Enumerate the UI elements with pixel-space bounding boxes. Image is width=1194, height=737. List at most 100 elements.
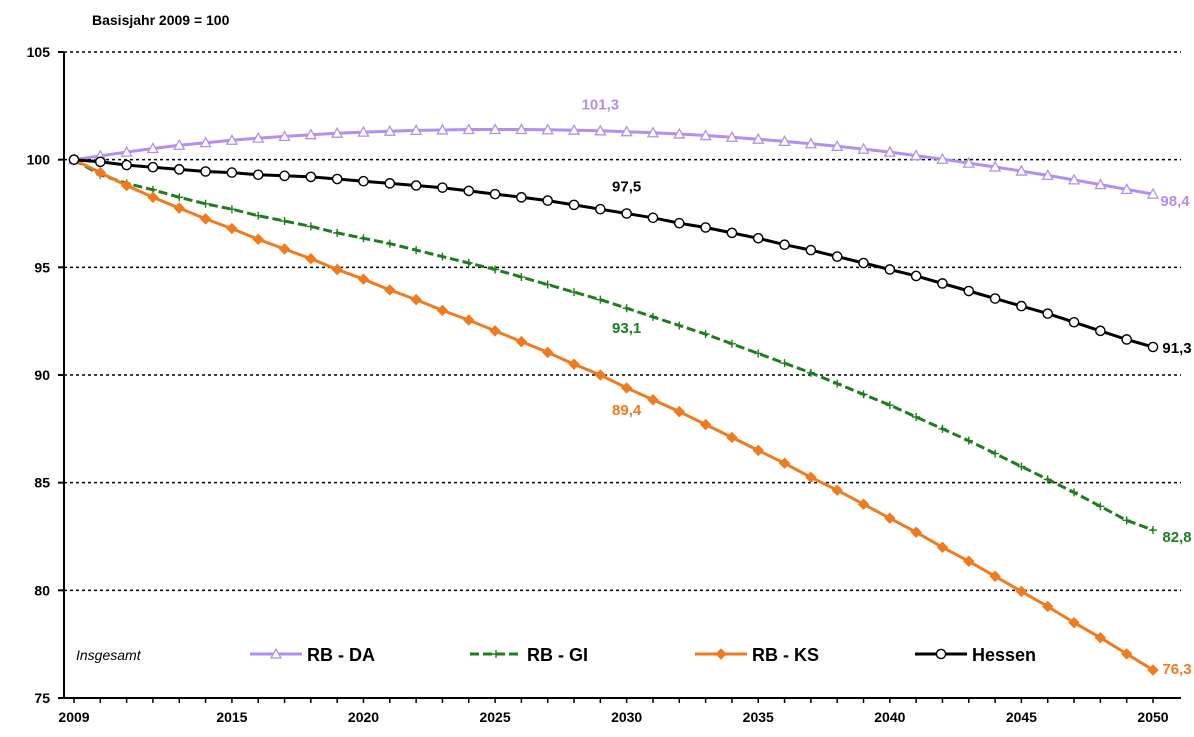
data-point <box>806 368 815 377</box>
data-point <box>726 227 738 239</box>
data-point <box>412 246 421 255</box>
data-point <box>280 217 289 226</box>
x-tick-label-2040: 2040 <box>874 709 905 725</box>
data-point <box>594 369 607 381</box>
data-point <box>1120 648 1133 660</box>
gridlines <box>64 51 1181 592</box>
data-point <box>385 239 394 248</box>
data-point <box>331 263 343 276</box>
data-point <box>622 304 631 313</box>
data-point <box>884 264 896 275</box>
data-label-91,3: 91,3 <box>1162 340 1191 357</box>
data-point <box>278 243 291 255</box>
data-point <box>1068 616 1080 629</box>
data-labels: 101,3 98,4 97,5 91,3 93,1 82,8 89,4 76,3 <box>582 97 1192 678</box>
data-point <box>859 390 868 399</box>
x-tick-label-2020: 2020 <box>348 709 379 725</box>
data-point <box>647 212 659 224</box>
data-point <box>252 233 264 246</box>
x-tick-label-2030: 2030 <box>611 709 642 725</box>
data-point <box>410 293 422 306</box>
data-point <box>541 123 554 135</box>
data-point <box>989 293 1001 304</box>
data-point <box>120 145 133 157</box>
data-point <box>384 284 396 296</box>
legend-swatch-marker <box>935 648 947 660</box>
x-tick-label-2009: 2009 <box>58 709 89 725</box>
data-point <box>120 179 133 192</box>
data-point <box>200 166 211 177</box>
y-tick-label-80: 80 <box>34 582 50 598</box>
data-point <box>831 484 843 496</box>
data-point <box>1042 600 1054 613</box>
data-point <box>779 239 790 251</box>
data-point <box>725 130 739 142</box>
data-point <box>568 199 580 211</box>
y-tick-label-90: 90 <box>34 367 50 383</box>
data-point <box>700 222 711 233</box>
y-tick-label-105: 105 <box>27 44 51 60</box>
data-point <box>175 193 184 202</box>
data-point <box>964 436 973 445</box>
data-point <box>306 222 315 231</box>
data-point <box>754 349 763 358</box>
data-point <box>937 278 948 289</box>
data-point <box>121 159 132 171</box>
data-point <box>912 412 921 421</box>
data-point <box>252 131 265 143</box>
data-point <box>146 142 160 154</box>
data-point <box>1096 502 1105 511</box>
data-point <box>331 126 344 138</box>
data-point <box>147 191 159 204</box>
data-point <box>1149 526 1157 535</box>
data-point <box>1016 300 1027 312</box>
data-point <box>462 123 475 135</box>
series-rb-da <box>67 123 1160 199</box>
data-point <box>358 175 369 187</box>
data-point <box>278 130 291 142</box>
data-point <box>516 192 527 203</box>
data-point <box>833 379 842 388</box>
data-point <box>621 208 632 219</box>
data-point <box>596 295 605 304</box>
data-point <box>778 135 791 147</box>
data-point <box>227 205 236 214</box>
data-point <box>831 251 843 262</box>
data-point <box>489 188 501 200</box>
legend-label: RB - KS <box>752 645 819 665</box>
data-point <box>1015 585 1028 598</box>
data-point <box>991 449 1000 458</box>
data-point <box>491 265 500 274</box>
legend-swatch-marker <box>492 650 500 658</box>
data-point <box>727 339 736 348</box>
data-point <box>543 280 552 289</box>
data-point <box>410 180 422 191</box>
data-point <box>567 123 581 135</box>
data-point <box>989 570 1001 583</box>
data-point <box>936 541 949 553</box>
data-point <box>780 359 789 368</box>
data-label-89,4: 89,4 <box>612 402 642 419</box>
x-tick-label-2050: 2050 <box>1137 709 1168 725</box>
data-label-93,1: 93,1 <box>612 320 641 337</box>
data-point <box>489 325 501 337</box>
x-tick-label-2025: 2025 <box>479 709 510 725</box>
data-point <box>464 259 473 268</box>
data-point <box>963 285 975 297</box>
data-point <box>701 330 710 339</box>
data-point <box>199 136 212 148</box>
data-point <box>804 137 817 149</box>
data-point <box>438 252 447 261</box>
data-point <box>226 222 238 235</box>
data-point <box>542 195 554 206</box>
x-tick-label-2035: 2035 <box>743 709 774 725</box>
data-point <box>333 228 342 237</box>
data-point <box>805 471 817 483</box>
data-point <box>201 199 210 208</box>
data-point <box>517 273 526 282</box>
data-point <box>857 498 870 510</box>
data-point <box>1042 308 1054 319</box>
data-point <box>1094 178 1107 190</box>
data-point <box>831 139 844 151</box>
data-point <box>620 125 633 137</box>
